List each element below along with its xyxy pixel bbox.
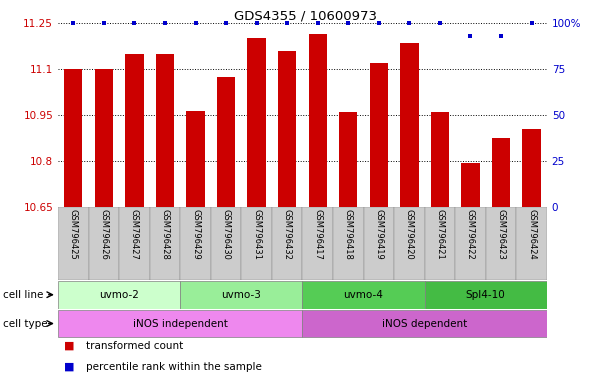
Text: percentile rank within the sample: percentile rank within the sample xyxy=(86,362,262,372)
Text: transformed count: transformed count xyxy=(86,341,183,351)
Text: GSM796419: GSM796419 xyxy=(375,209,383,260)
Text: iNOS independent: iNOS independent xyxy=(133,318,228,329)
Text: uvmo-2: uvmo-2 xyxy=(99,290,139,300)
Bar xyxy=(58,207,89,280)
Bar xyxy=(302,207,333,280)
Bar xyxy=(58,281,180,309)
Bar xyxy=(522,129,541,207)
Bar xyxy=(425,207,455,280)
Text: GSM796424: GSM796424 xyxy=(527,209,536,260)
Text: GSM796418: GSM796418 xyxy=(344,209,353,260)
Text: ■: ■ xyxy=(64,341,75,351)
Text: cell line: cell line xyxy=(3,290,43,300)
Text: GSM796430: GSM796430 xyxy=(222,209,230,260)
Text: GSM796429: GSM796429 xyxy=(191,209,200,260)
Bar xyxy=(516,207,547,280)
Bar xyxy=(241,207,272,280)
Text: GSM796417: GSM796417 xyxy=(313,209,322,260)
Bar xyxy=(486,207,516,280)
Bar xyxy=(302,281,425,309)
Bar xyxy=(333,207,364,280)
Text: GSM796426: GSM796426 xyxy=(100,209,108,260)
Text: GSM796427: GSM796427 xyxy=(130,209,139,260)
Bar xyxy=(150,207,180,280)
Bar xyxy=(89,207,119,280)
Bar xyxy=(370,63,388,207)
Text: GSM796432: GSM796432 xyxy=(283,209,291,260)
Text: GSM796428: GSM796428 xyxy=(161,209,169,260)
Bar xyxy=(247,38,266,207)
Bar xyxy=(64,69,82,207)
Bar xyxy=(309,34,327,207)
Text: GSM796425: GSM796425 xyxy=(69,209,78,260)
Bar xyxy=(278,51,296,207)
Bar xyxy=(211,207,241,280)
Bar xyxy=(400,43,419,207)
Text: ■: ■ xyxy=(64,362,75,372)
Text: Spl4-10: Spl4-10 xyxy=(466,290,506,300)
Text: GSM796423: GSM796423 xyxy=(497,209,505,260)
Text: GSM796431: GSM796431 xyxy=(252,209,261,260)
Text: iNOS dependent: iNOS dependent xyxy=(382,318,467,329)
Bar xyxy=(425,281,547,309)
Text: GSM796420: GSM796420 xyxy=(405,209,414,260)
Bar xyxy=(156,54,174,207)
Bar xyxy=(180,281,302,309)
Bar xyxy=(455,207,486,280)
Bar xyxy=(186,111,205,207)
Bar xyxy=(95,69,113,207)
Bar xyxy=(217,77,235,207)
Bar xyxy=(364,207,394,280)
Bar xyxy=(339,112,357,207)
Text: cell type: cell type xyxy=(3,318,48,329)
Bar xyxy=(58,310,302,337)
Bar xyxy=(461,163,480,207)
Text: uvmo-3: uvmo-3 xyxy=(221,290,262,300)
Bar xyxy=(394,207,425,280)
Bar xyxy=(492,138,510,207)
Bar xyxy=(125,54,144,207)
Text: GSM796421: GSM796421 xyxy=(436,209,444,260)
Bar xyxy=(431,112,449,207)
Bar xyxy=(272,207,302,280)
Text: GDS4355 / 10600973: GDS4355 / 10600973 xyxy=(234,10,377,23)
Text: uvmo-4: uvmo-4 xyxy=(343,290,384,300)
Text: GSM796422: GSM796422 xyxy=(466,209,475,260)
Bar xyxy=(302,310,547,337)
Bar xyxy=(180,207,211,280)
Bar xyxy=(119,207,150,280)
